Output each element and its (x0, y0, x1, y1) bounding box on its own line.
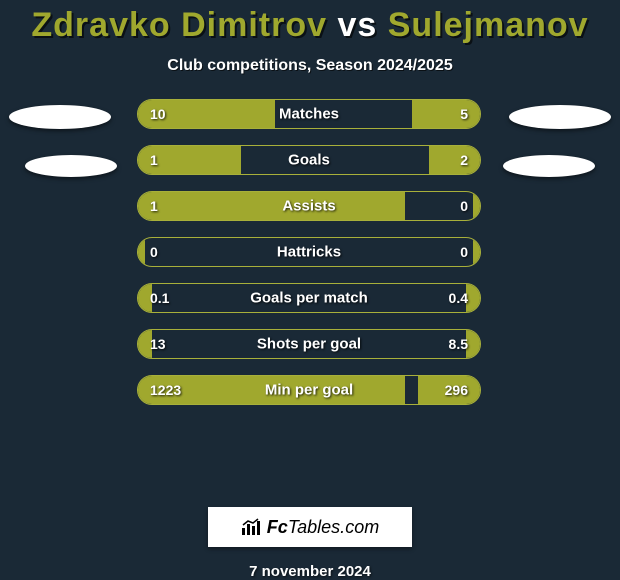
stat-label: Shots per goal (138, 336, 480, 353)
stat-row: 1223296Min per goal (137, 375, 481, 405)
logo-text: FcTables.com (267, 517, 379, 538)
player2-name: Sulejmanov (388, 6, 589, 44)
stat-row: 0.10.4Goals per match (137, 283, 481, 313)
logo-light: Tables.com (288, 517, 379, 537)
player1-badge-bottom (25, 155, 117, 177)
player2-badge-bottom (503, 155, 595, 177)
stat-row: 10Assists (137, 191, 481, 221)
logo-bold: Fc (267, 517, 288, 537)
comparison-title: Zdravko Dimitrov vs Sulejmanov (31, 6, 588, 45)
title-vs: vs (337, 6, 377, 44)
stat-label: Goals (138, 152, 480, 169)
comparison-bars: 105Matches 12Goals 10Assists 00Hattricks 0.1… (137, 99, 481, 421)
stat-row: 138.5Shots per goal (137, 329, 481, 359)
stat-row: 12Goals (137, 145, 481, 175)
subtitle: Club competitions, Season 2024/2025 (167, 57, 452, 75)
stat-label: Hattricks (138, 244, 480, 261)
stat-label: Assists (138, 198, 480, 215)
stat-row: 00Hattricks (137, 237, 481, 267)
comparison-content: 105Matches 12Goals 10Assists 00Hattricks 0.1… (0, 75, 620, 501)
stat-label: Matches (138, 106, 480, 123)
player2-badge-top (509, 105, 611, 129)
stat-label: Goals per match (138, 290, 480, 307)
player1-name: Zdravko Dimitrov (31, 6, 327, 44)
stat-label: Min per goal (138, 382, 480, 399)
fctables-logo: FcTables.com (208, 507, 412, 547)
chart-icon (241, 518, 263, 536)
stat-row: 105Matches (137, 99, 481, 129)
player1-badge-top (9, 105, 111, 129)
footer-date: 7 november 2024 (249, 563, 371, 580)
